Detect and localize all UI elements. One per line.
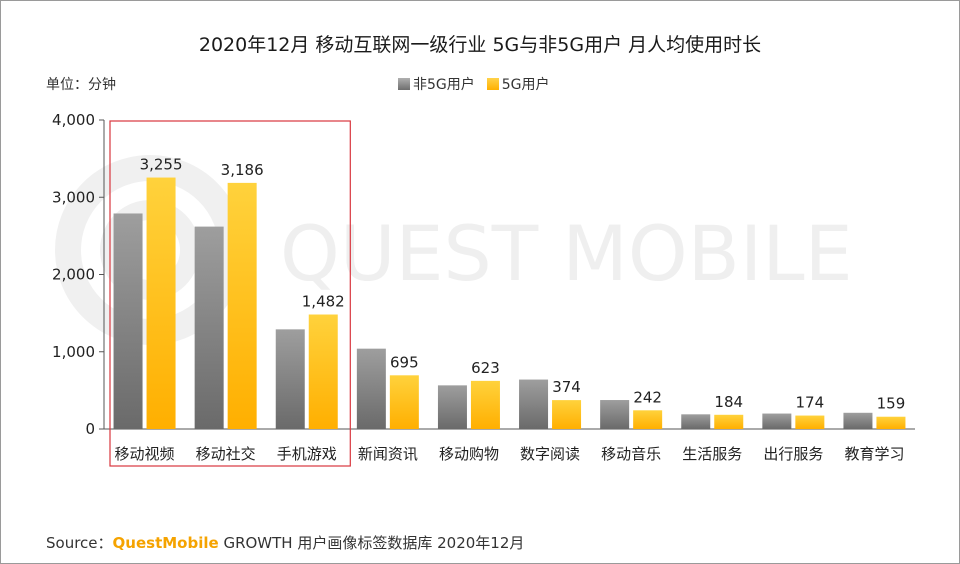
bar-non5g	[113, 213, 143, 429]
bars	[113, 177, 906, 429]
data-label-5g: 1,482	[302, 293, 345, 311]
legend-swatch-non5g	[398, 78, 410, 90]
y-tick-label: 0	[85, 420, 95, 438]
bar-non5g	[275, 329, 305, 429]
source-brand: QuestMobile	[112, 534, 219, 552]
x-category-label: 手机游戏	[277, 445, 337, 463]
y-tick-label: 2,000	[52, 266, 95, 284]
bar-non5g	[843, 412, 873, 429]
legend-label-non5g: 非5G用户	[413, 77, 475, 93]
x-category-label: 移动视频	[115, 445, 175, 463]
bar-5g	[552, 400, 582, 429]
bar-5g	[876, 416, 906, 429]
source-rest: GROWTH 用户画像标签数据库 2020年12月	[218, 534, 525, 552]
data-label-5g: 242	[633, 388, 662, 406]
bar-5g	[470, 380, 500, 429]
legend-swatch-5g	[486, 78, 499, 90]
data-label-5g: 623	[471, 359, 500, 377]
bar-5g	[389, 375, 419, 429]
data-label-5g: 374	[552, 378, 581, 396]
y-tick-label: 3,000	[52, 188, 95, 206]
data-label-5g: 159	[877, 395, 906, 413]
legend-label-5g: 5G用户	[501, 77, 550, 93]
bar-non5g	[194, 226, 224, 429]
bar-non5g	[519, 379, 549, 429]
bar-non5g	[762, 413, 792, 429]
unit-label: 单位：分钟	[46, 77, 116, 93]
bar-5g	[308, 314, 338, 429]
data-label-5g: 3,255	[140, 156, 183, 174]
x-category-label: 移动购物	[439, 445, 499, 463]
y-tick-label: 4,000	[52, 111, 95, 129]
legend: 非5G用户 5G用户	[398, 74, 550, 94]
data-label-5g: 184	[714, 393, 743, 411]
x-category-label: 移动音乐	[601, 445, 661, 463]
bar-5g	[714, 414, 744, 429]
x-category-label: 数字阅读	[520, 445, 580, 463]
bar-non5g	[681, 414, 711, 429]
highlight-box	[109, 120, 351, 467]
bar-5g	[795, 415, 825, 429]
watermark: QUEST MOBILE	[55, 155, 853, 345]
data-label-5g: 695	[390, 353, 419, 371]
x-category-label: 教育学习	[844, 445, 904, 463]
data-label-5g: 174	[796, 394, 825, 412]
labels: 3,255 移动视频 3,186 移动社交 1,482 手机游戏 695 新闻资讯 623 移动购…	[109, 120, 906, 467]
watermark-text: QUEST MOBILE	[280, 209, 853, 298]
chart-title: 2020年12月 移动互联网一级行业 5G与非5G用户 月人均使用时长	[198, 34, 762, 56]
legend-item-5g: 5G用户	[486, 74, 550, 94]
x-category-label: 出行服务	[763, 445, 823, 463]
bar-5g	[146, 177, 176, 429]
x-category-label: 生活服务	[682, 445, 742, 463]
y-tick-label: 1,000	[52, 343, 95, 361]
data-label-5g: 3,186	[221, 161, 264, 179]
bar-non5g	[600, 400, 630, 429]
source-prefix: Source：	[46, 534, 113, 552]
bar-5g	[633, 410, 663, 429]
x-category-label: 移动社交	[196, 445, 256, 463]
bar-non5g	[356, 348, 386, 429]
bar-non5g	[437, 385, 467, 429]
bar-5g	[227, 182, 257, 429]
legend-item-non5g: 非5G用户	[398, 74, 475, 94]
x-category-label: 新闻资讯	[358, 445, 418, 463]
source-footer: Source：QuestMobile GROWTH 用户画像标签数据库 2020…	[46, 532, 524, 553]
